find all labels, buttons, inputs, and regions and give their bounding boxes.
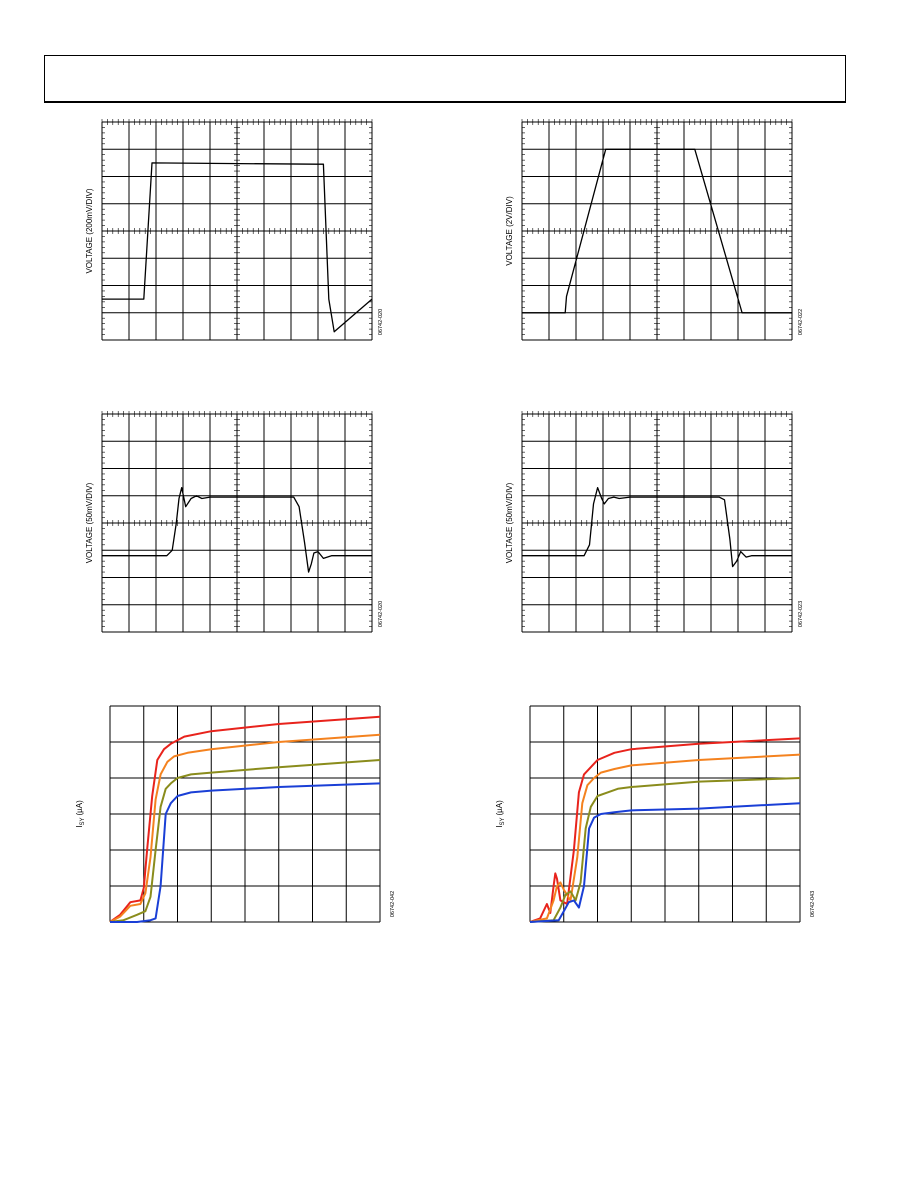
y-axis-label: ISY(µA) — [495, 800, 506, 828]
figure-code: 06742-022 — [798, 309, 804, 335]
series-line-1 — [522, 486, 792, 568]
figure-code: 06742-042 — [390, 891, 396, 917]
page-header — [44, 55, 846, 103]
y-axis-label: VOLTAGE (50mV/DIV) — [505, 482, 514, 563]
y-axis-label-unit: (µA) — [75, 800, 84, 816]
series-line-2 — [109, 733, 381, 923]
figure-code: 06742-023 — [798, 601, 804, 627]
y-axis-label: VOLTAGE (200mV/DIV) — [85, 188, 94, 273]
chart-1: VOLTAGE (200mV/DIV) 06742-020 — [85, 119, 384, 341]
chart-6: ISY(µA)06742-043 — [495, 705, 816, 923]
y-axis-label-subscript: SY — [80, 818, 86, 826]
y-axis-label: ISY(µA) — [75, 800, 86, 828]
chart-3: VOLTAGE (50mV/DIV) 06742-020 — [85, 411, 384, 633]
series-line-1 — [102, 162, 373, 333]
series-line-4 — [110, 782, 381, 923]
series-line-1 — [109, 715, 381, 923]
figure-code: 06742-020 — [378, 309, 384, 335]
series-line-3 — [109, 759, 381, 923]
series-line-4 — [529, 802, 801, 923]
grid — [521, 121, 793, 341]
y-axis-label-subscript: SY — [500, 818, 506, 826]
grid — [529, 705, 801, 923]
series-line-1 — [522, 148, 792, 314]
y-axis-label: VOLTAGE (2V/DIV) — [505, 196, 514, 266]
chart-2: VOLTAGE (2V/DIV) 06742-022 — [505, 119, 804, 341]
chart-4: VOLTAGE (50mV/DIV) 06742-023 — [505, 411, 804, 633]
series-line-2 — [529, 753, 801, 923]
grid — [101, 413, 373, 633]
y-axis-label-unit: (µA) — [495, 800, 504, 816]
figure-code: 06742-020 — [378, 601, 384, 627]
series-line-3 — [529, 777, 801, 923]
figure-code: 06742-043 — [810, 891, 816, 917]
chart-5: ISY(µA)06742-042 — [75, 705, 396, 923]
y-axis-label: VOLTAGE (50mV/DIV) — [85, 482, 94, 563]
series-line-1 — [102, 486, 372, 573]
